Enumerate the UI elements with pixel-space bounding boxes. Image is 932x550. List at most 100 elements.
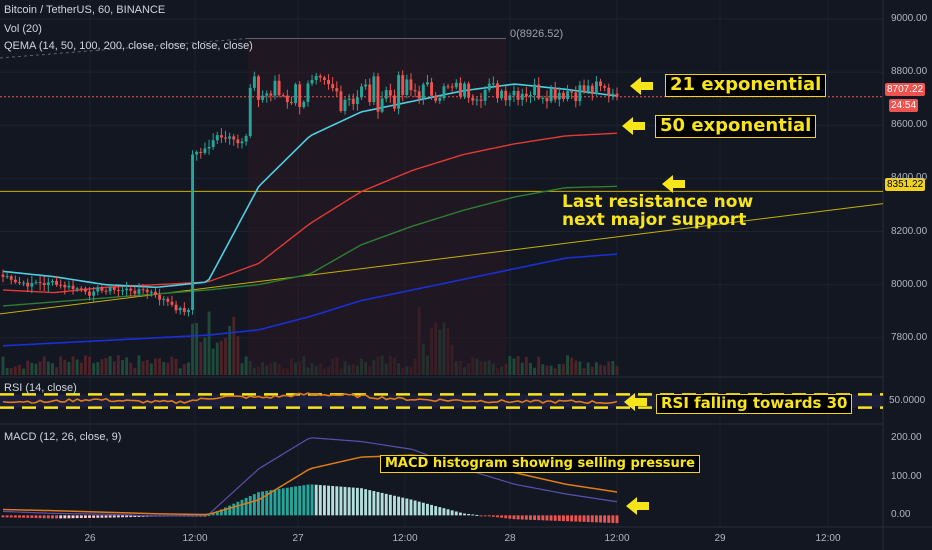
candle-body bbox=[322, 77, 326, 80]
ema100-line bbox=[2, 185, 618, 307]
volume-bar bbox=[178, 368, 182, 375]
macd-histogram-bar bbox=[364, 489, 368, 516]
macd-histogram-bar bbox=[257, 492, 260, 516]
candle-body bbox=[421, 84, 425, 99]
candle-body bbox=[442, 86, 446, 99]
volume-bar bbox=[30, 362, 34, 375]
candle-body bbox=[125, 288, 129, 291]
support-tag: 8351.22 bbox=[885, 178, 926, 191]
macd-histogram-bar bbox=[557, 515, 561, 521]
macd-histogram-bar bbox=[290, 487, 293, 516]
macd-histogram-bar bbox=[318, 485, 322, 516]
candle-body bbox=[71, 285, 75, 289]
candle-body bbox=[475, 99, 479, 101]
candle-body bbox=[228, 136, 232, 139]
candle-body bbox=[458, 82, 462, 97]
volume-bar bbox=[219, 340, 223, 375]
macd-histogram-bar bbox=[434, 506, 438, 516]
rsi-line bbox=[2, 392, 618, 405]
volume-bar bbox=[607, 361, 611, 375]
macd-legend: MACD (12, 26, close, 9) bbox=[4, 431, 122, 443]
candle-body bbox=[116, 289, 120, 291]
macd-histogram-bar bbox=[211, 513, 215, 516]
volume-bar bbox=[63, 359, 67, 375]
candle-body bbox=[1, 274, 5, 277]
macd-histogram-bar bbox=[409, 499, 413, 516]
macd-histogram-bar bbox=[615, 515, 619, 524]
rsi-arrow bbox=[624, 393, 647, 411]
candle-body bbox=[34, 282, 38, 284]
macd-histogram-bar bbox=[549, 515, 553, 521]
candle-body bbox=[294, 84, 298, 104]
macd-histogram-bar bbox=[450, 510, 454, 516]
candle-body bbox=[149, 291, 153, 293]
volume-bar bbox=[22, 368, 26, 375]
macd-histogram-bar bbox=[67, 515, 71, 519]
volume-bar bbox=[88, 356, 91, 375]
volume-bar bbox=[594, 362, 598, 375]
candle-body bbox=[384, 90, 388, 99]
macd-histogram-bar bbox=[607, 515, 611, 523]
macd-histogram-bar bbox=[339, 486, 343, 516]
candle-body bbox=[38, 282, 42, 284]
candle-body bbox=[368, 84, 372, 103]
candle-body bbox=[541, 97, 545, 99]
macd-histogram-bar bbox=[426, 503, 429, 516]
macd-histogram-bar bbox=[413, 500, 417, 516]
volume-bar bbox=[83, 355, 87, 375]
time-tick: 27 bbox=[292, 533, 304, 544]
candle-body bbox=[55, 280, 59, 285]
macd-histogram-bar bbox=[30, 515, 34, 518]
volume-bar bbox=[121, 360, 124, 375]
candle-body bbox=[314, 75, 318, 81]
macd-histogram-bar bbox=[520, 515, 524, 520]
volume-bar bbox=[615, 365, 619, 375]
candle-body bbox=[248, 87, 252, 136]
candle-body bbox=[611, 93, 615, 96]
candle-body bbox=[463, 83, 466, 97]
volume-bar bbox=[570, 357, 574, 375]
macd-histogram-bar bbox=[529, 515, 532, 520]
candle-body bbox=[158, 294, 162, 300]
macd-histogram-bar bbox=[393, 495, 396, 516]
macd-histogram-bar bbox=[207, 515, 211, 517]
macd-histogram-bar bbox=[454, 511, 458, 516]
candle-body bbox=[438, 98, 442, 101]
macd-histogram-bar bbox=[306, 484, 310, 516]
candle-body bbox=[393, 95, 396, 109]
volume-bar bbox=[174, 358, 178, 375]
macd-pane bbox=[1, 437, 619, 524]
macd-histogram-bar bbox=[322, 485, 326, 516]
macd-histogram-bar bbox=[18, 515, 21, 518]
candle-body bbox=[388, 90, 392, 96]
volume-bar bbox=[203, 337, 207, 375]
candle-body bbox=[108, 287, 112, 292]
time-tick: 12:00 bbox=[392, 533, 418, 544]
candle-body bbox=[487, 83, 491, 90]
macd-histogram-bar bbox=[83, 515, 87, 518]
candle-body bbox=[450, 86, 454, 88]
time-tick: 12:00 bbox=[182, 533, 208, 544]
candle-body bbox=[273, 80, 277, 96]
candle-body bbox=[215, 135, 219, 141]
macd-histogram-bar bbox=[496, 515, 499, 518]
macd-histogram-bar bbox=[582, 515, 586, 522]
volume-bar bbox=[125, 357, 129, 375]
macd-histogram-bar bbox=[524, 515, 528, 520]
candle-body bbox=[257, 76, 260, 100]
candle-body bbox=[343, 99, 347, 112]
volume-bar bbox=[145, 359, 149, 375]
macd-histogram-bar bbox=[240, 499, 244, 516]
macd-histogram-bar bbox=[228, 505, 232, 516]
candle-body bbox=[446, 86, 450, 88]
macd-histogram-bar bbox=[599, 515, 602, 523]
macd-histogram-bar bbox=[224, 507, 227, 516]
candle-body bbox=[533, 84, 537, 96]
volume-bar bbox=[1, 356, 5, 375]
macd-histogram-bar bbox=[269, 490, 273, 516]
candle-body bbox=[5, 276, 9, 278]
macd-histogram-bar bbox=[26, 515, 30, 518]
candle-body bbox=[360, 86, 363, 98]
volume-bar bbox=[96, 362, 100, 375]
macd-histogram-bar bbox=[133, 515, 137, 518]
